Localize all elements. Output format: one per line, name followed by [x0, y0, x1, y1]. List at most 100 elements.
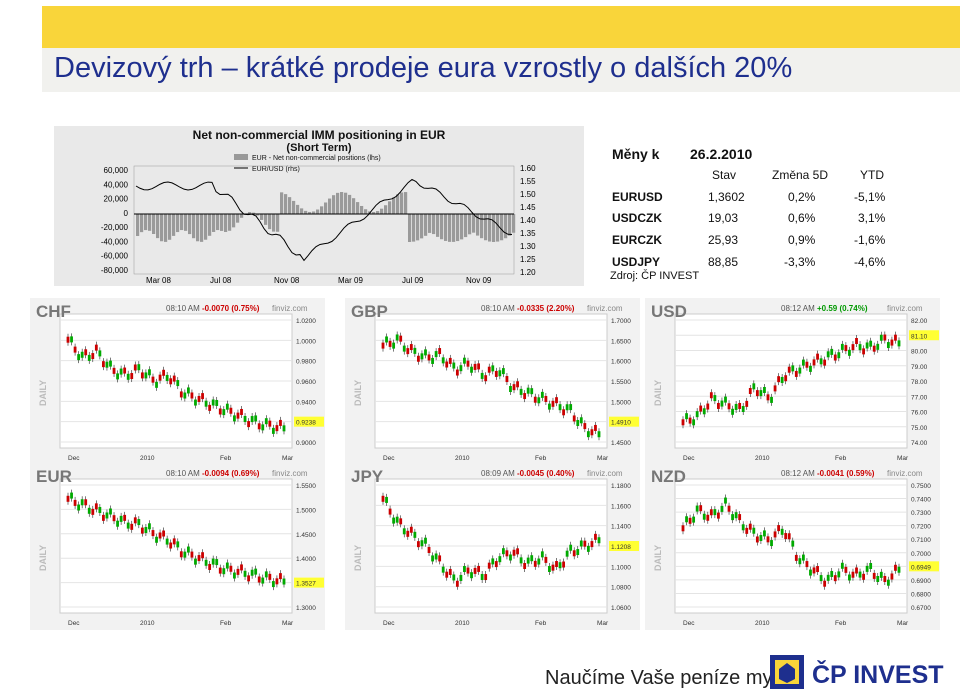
candle-body — [555, 561, 558, 567]
price-tick-label: 0.7100 — [911, 537, 931, 544]
table-source: Zdroj: ČP INVEST — [610, 270, 699, 282]
candle-body — [883, 335, 886, 341]
position-bar — [452, 214, 455, 242]
candle-body — [389, 341, 392, 347]
candle-body — [587, 431, 590, 437]
candle-body — [710, 509, 713, 515]
candle-body — [855, 567, 858, 573]
candle-body — [74, 500, 77, 506]
slide-title: Devizový trh – krátké prodeje eura vzros… — [54, 52, 792, 85]
candle-body — [685, 516, 688, 522]
price-tick-label: 75.00 — [911, 425, 928, 432]
candle-body — [205, 401, 208, 407]
position-bar — [492, 214, 495, 242]
candle-body — [777, 376, 780, 382]
candle-body — [837, 571, 840, 577]
price-tick-label: 82.00 — [911, 318, 928, 325]
candle-body — [852, 344, 855, 350]
row-usdczk-zmena: 0,6% — [788, 211, 815, 225]
finviz-link[interactable]: finviz.com — [887, 304, 923, 313]
row-usdczk-stav: 19,03 — [708, 211, 738, 225]
finviz-link[interactable]: finviz.com — [587, 304, 623, 313]
candle-body — [247, 421, 250, 427]
position-bar — [324, 202, 327, 214]
candle-body — [798, 368, 801, 374]
panel-change: -0.0041 (0.59%) — [817, 469, 874, 478]
candle-body — [689, 518, 692, 524]
date-tick-label: Dec — [68, 455, 80, 462]
candle-body — [555, 397, 558, 403]
candle-body — [760, 390, 763, 396]
position-bar — [424, 214, 427, 236]
candle-body — [123, 515, 126, 521]
candle-body — [869, 563, 872, 569]
candle-body — [767, 394, 770, 400]
date-tick-label: Mar — [897, 455, 909, 462]
candle-body — [176, 380, 179, 386]
candle-body — [194, 400, 197, 406]
candle-body — [774, 385, 777, 391]
position-bar — [184, 214, 187, 231]
candle-body — [251, 570, 254, 576]
position-bar — [216, 214, 219, 230]
candle-body — [498, 556, 501, 562]
candle-body — [752, 528, 755, 534]
candle-body — [477, 363, 480, 369]
candle-body — [520, 557, 523, 563]
candle-body — [749, 524, 752, 530]
candle-body — [279, 420, 282, 426]
imm-chart-svg: Net non-commercial IMM positioning in EU… — [54, 126, 584, 286]
candle-body — [74, 347, 77, 353]
right-tick-label: 1.60 — [520, 164, 536, 173]
candle-body — [84, 499, 87, 505]
candle-body — [784, 533, 787, 539]
position-bar — [288, 197, 291, 214]
finviz-link[interactable]: finviz.com — [587, 469, 623, 478]
candle-body — [141, 528, 144, 534]
candle-body — [113, 515, 116, 521]
candle-body — [523, 563, 526, 569]
finviz-link[interactable]: finviz.com — [887, 469, 923, 478]
finviz-link[interactable]: finviz.com — [272, 469, 308, 478]
candle-body — [435, 553, 438, 559]
candle-body — [219, 568, 222, 574]
col-zmena: Změna 5D — [772, 168, 828, 182]
price-tick-label: 1.4500 — [611, 440, 631, 447]
position-bar — [228, 214, 231, 231]
position-bar — [440, 214, 443, 239]
candle-body — [703, 514, 706, 520]
position-bar — [388, 201, 391, 214]
candle-body — [488, 367, 491, 373]
panel-daily-label: DAILY — [353, 380, 363, 406]
candle-body — [268, 421, 271, 427]
candle-body — [537, 397, 540, 403]
candle-body — [67, 496, 70, 502]
candle-body — [573, 415, 576, 421]
candle-body — [721, 506, 724, 512]
position-bar — [364, 209, 367, 214]
candle-body — [598, 537, 601, 543]
price-tick-label: 1.0600 — [611, 605, 631, 612]
candle-body — [873, 346, 876, 352]
candle-body — [389, 509, 392, 515]
x-tick-label: Nov 09 — [466, 276, 492, 285]
position-bar — [172, 214, 175, 236]
right-axis: 1.601.551.501.451.401.351.301.251.20 — [520, 164, 536, 277]
candle-body — [431, 555, 434, 561]
right-tick-label: 1.20 — [520, 268, 536, 277]
candle-body — [116, 373, 119, 379]
candle-body — [692, 517, 695, 523]
position-bar — [196, 214, 199, 241]
date-tick-label: Feb — [220, 455, 232, 462]
position-bar — [264, 214, 267, 225]
candle-body — [583, 541, 586, 547]
candle-body — [559, 404, 562, 410]
finviz-link[interactable]: finviz.com — [272, 304, 308, 313]
left-tick-label: 40,000 — [104, 180, 129, 189]
candle-body — [276, 578, 279, 584]
date-tick-label: Mar — [282, 455, 294, 462]
candle-body — [474, 364, 477, 370]
